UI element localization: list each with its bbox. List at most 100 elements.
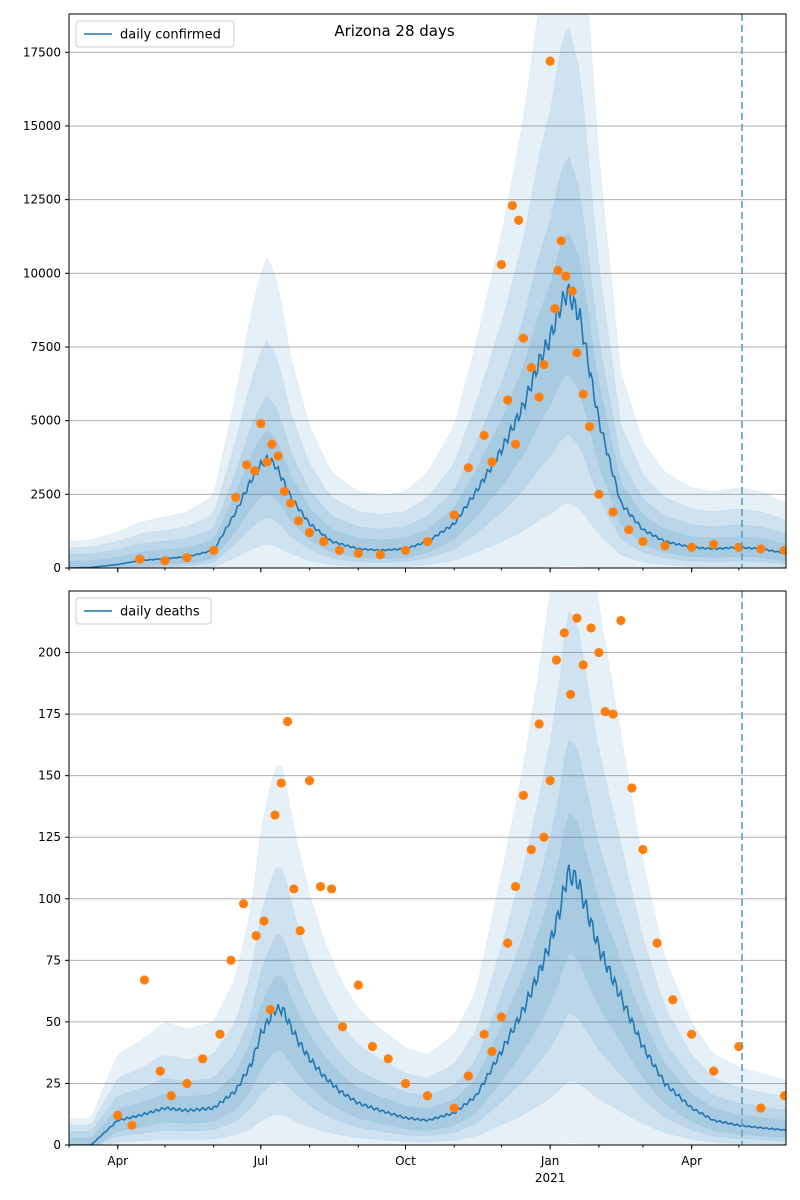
y-tick-label: 75 (46, 953, 61, 967)
observed-point (687, 542, 697, 552)
observed-point (496, 259, 507, 270)
observed-point (652, 938, 662, 948)
legend-box (75, 20, 235, 48)
observed-point (463, 463, 473, 473)
observed-point (463, 1071, 473, 1081)
y-tick-label: 175 (38, 707, 61, 721)
observed-point (127, 1120, 137, 1130)
observed-point (756, 544, 766, 554)
observed-point (616, 615, 626, 626)
observed-point (400, 1078, 411, 1089)
observed-point (231, 492, 241, 502)
y-tick-label: 25 (46, 1076, 61, 1090)
observed-point (550, 304, 560, 314)
observed-point (687, 1029, 697, 1039)
observed-point (276, 778, 286, 788)
uncertainty-band (69, 813, 786, 1145)
observed-point (422, 1091, 433, 1101)
x-tick-label: Apr (681, 1154, 702, 1168)
observed-point (586, 623, 596, 633)
observed-point (565, 689, 576, 700)
y-tick-label: 50 (46, 1015, 61, 1029)
observed-point (545, 775, 555, 786)
observed-point (624, 525, 634, 535)
observed-point (600, 707, 610, 717)
observed-point (487, 1046, 497, 1057)
observed-point (282, 716, 293, 727)
uncertainty-band (69, 610, 786, 1145)
y-tick-label: 15000 (23, 119, 61, 133)
y-tick-label: 100 (38, 892, 61, 906)
observed-point (353, 980, 363, 990)
observed-point (567, 286, 577, 296)
observed-point (267, 439, 277, 449)
observed-point (561, 271, 571, 281)
y-tick-label: 12500 (23, 193, 61, 207)
y-tick-label: 17500 (23, 45, 61, 59)
observed-point (182, 1078, 192, 1089)
observed-point (503, 395, 513, 405)
observed-point (166, 1091, 176, 1101)
observed-point (383, 1054, 393, 1064)
observed-point (578, 660, 588, 670)
observed-point (594, 489, 604, 499)
observed-point (479, 1029, 489, 1039)
uncertainty-band (69, 739, 786, 1145)
confirmed-panel: 0 2500 5000 7500 10000 12500 15000 17500 daily c… (23, 13, 787, 575)
y-tick-label: 0 (53, 561, 61, 575)
observed-point (155, 1066, 165, 1076)
observed-point (526, 844, 536, 855)
observed-point (709, 1066, 719, 1076)
observed-point (251, 931, 261, 941)
uncertainty-band (69, 14, 786, 568)
x-tick-label: Apr (107, 1154, 128, 1168)
observed-point (334, 545, 345, 555)
y-tick-label: 2500 (30, 487, 61, 501)
observed-point (503, 938, 513, 948)
observed-point (479, 430, 489, 440)
observed-point (209, 545, 219, 555)
observed-point (449, 510, 459, 520)
observed-point (627, 783, 637, 793)
observed-point (638, 844, 648, 855)
observed-point (608, 507, 618, 517)
observed-point (304, 528, 315, 538)
y-tick-label: 150 (38, 769, 61, 783)
observed-point (273, 451, 283, 461)
observed-point (135, 554, 145, 564)
observed-point (551, 655, 562, 665)
observed-point (526, 363, 536, 373)
observed-point (756, 1103, 766, 1113)
x-tick-label: Jul (253, 1154, 268, 1168)
observed-point (242, 460, 252, 470)
observed-point (660, 541, 670, 551)
observed-point (584, 421, 595, 432)
x-tick-label: Oct (395, 1154, 416, 1168)
observed-point (256, 419, 266, 429)
legend: daily deaths (75, 597, 212, 625)
observed-point (572, 348, 582, 358)
y-tick-label: 5000 (30, 414, 61, 428)
observed-point (534, 719, 544, 729)
uncertainty-band (69, 591, 786, 1145)
observed-point (779, 545, 786, 555)
observed-point (487, 457, 497, 467)
observed-point (539, 360, 549, 370)
observed-point (226, 955, 236, 965)
observed-point (315, 881, 326, 892)
observed-point (510, 881, 521, 892)
observed-point (289, 884, 299, 894)
y-tick-label: 7500 (30, 340, 61, 354)
observed-point (326, 884, 337, 894)
observed-point (304, 775, 315, 786)
x-tick-year-label: 2021 (535, 1171, 566, 1185)
observed-point (422, 536, 433, 547)
median-line (69, 864, 786, 1145)
observed-point (262, 457, 272, 467)
plot-area (69, 14, 786, 568)
observed-point (608, 709, 618, 719)
observed-point (572, 613, 582, 623)
observed-point (319, 536, 329, 547)
observed-point (545, 56, 555, 66)
observed-point (337, 1022, 348, 1032)
